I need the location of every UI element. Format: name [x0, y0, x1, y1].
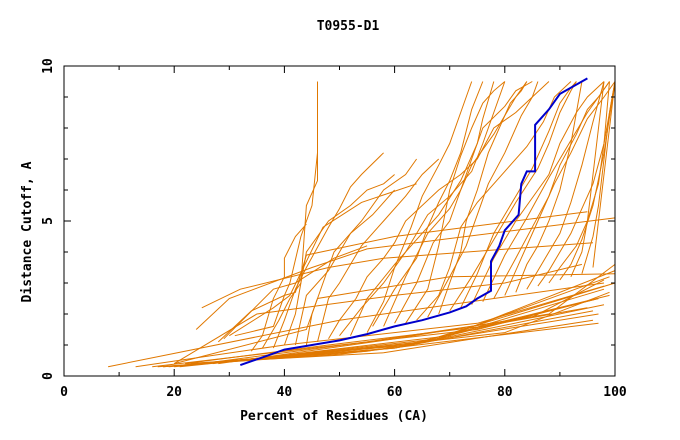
- model-series-line: [581, 81, 616, 274]
- x-tick-label: 80: [497, 385, 513, 400]
- model-series-line: [570, 81, 605, 278]
- x-tick-label: 100: [603, 385, 627, 400]
- model-series-line: [174, 294, 610, 368]
- model-series-line: [234, 81, 318, 337]
- x-axis-label: Percent of Residues (CA): [240, 409, 428, 424]
- axes-layer: 0 20 40 60 80 100 0 5 10: [41, 58, 627, 400]
- model-series-line: [305, 158, 418, 346]
- model-series-line: [504, 81, 616, 296]
- model-series-line: [317, 158, 440, 343]
- y-tick-label: 5: [41, 217, 56, 225]
- model-series-line: [201, 279, 605, 365]
- x-tick-label: 40: [277, 385, 293, 400]
- model-series-line: [493, 81, 610, 299]
- highlight-series-line: [239, 77, 588, 367]
- model-series-line: [294, 189, 395, 346]
- model-series-line: [383, 81, 533, 327]
- model-series-line: [460, 81, 577, 309]
- model-series-line: [405, 81, 506, 324]
- model-series-line: [471, 81, 605, 305]
- model-series-line: [537, 81, 616, 287]
- model-series-line: [173, 263, 583, 365]
- model-series-line: [207, 276, 610, 365]
- y-tick-label: 10: [41, 58, 56, 74]
- model-series-line: [272, 152, 384, 349]
- series-layer: [108, 77, 616, 368]
- model-series-line: [372, 81, 484, 327]
- model-series-line: [366, 81, 473, 333]
- y-axis-label: Distance Cutoff, A: [20, 161, 35, 302]
- model-series-line: [449, 81, 577, 312]
- model-series-line: [229, 183, 417, 337]
- model-series-line: [592, 81, 616, 268]
- model-series-line: [515, 81, 583, 293]
- x-tick-label: 60: [387, 385, 403, 400]
- model-series-line: [350, 81, 495, 336]
- model-series-line: [438, 81, 528, 315]
- model-series-line: [174, 273, 616, 365]
- model-series-line: [526, 81, 605, 290]
- y-tick-label: 0: [41, 372, 56, 380]
- model-series-line: [195, 217, 616, 330]
- model-series-line: [212, 270, 616, 365]
- model-series-line: [394, 81, 528, 324]
- model-series-line: [250, 223, 307, 352]
- model-series-line: [283, 174, 395, 346]
- model-series-line: [135, 285, 605, 368]
- model-series-line: [328, 81, 550, 340]
- model-series-line: [339, 81, 506, 337]
- chart-title: T0955-D1: [317, 19, 380, 34]
- model-series-line: [218, 264, 616, 365]
- x-tick-label: 20: [166, 385, 182, 400]
- x-tick-label: 0: [60, 385, 68, 400]
- model-series-line: [185, 319, 594, 365]
